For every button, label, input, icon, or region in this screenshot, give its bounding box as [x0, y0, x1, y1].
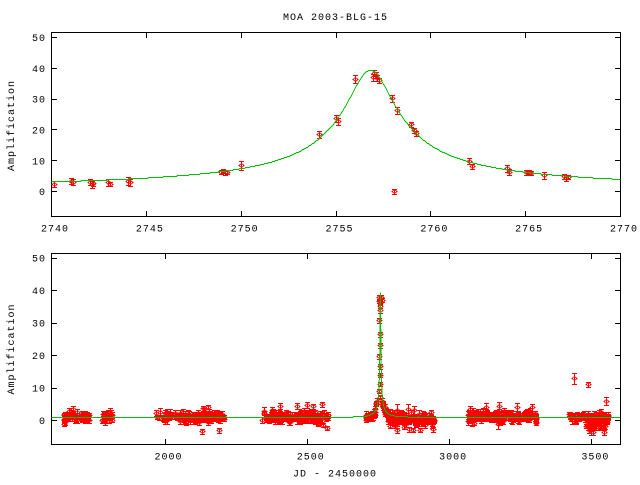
svg-text:2500: 2500	[297, 453, 325, 464]
svg-text:2745: 2745	[136, 225, 164, 236]
svg-text:2770: 2770	[610, 225, 638, 236]
svg-text:2750: 2750	[231, 225, 259, 236]
svg-text:Amplification: Amplification	[6, 80, 18, 171]
svg-text:0: 0	[39, 417, 46, 428]
svg-text:40: 40	[32, 65, 46, 76]
svg-text:0: 0	[39, 188, 46, 199]
svg-text:2765: 2765	[515, 225, 543, 236]
svg-text:20: 20	[32, 126, 46, 137]
svg-text:MOA 2003-BLG-15: MOA 2003-BLG-15	[283, 13, 388, 24]
svg-text:10: 10	[32, 157, 46, 168]
svg-text:30: 30	[32, 320, 46, 331]
svg-text:3500: 3500	[581, 453, 609, 464]
svg-text:20: 20	[32, 352, 46, 363]
svg-text:10: 10	[32, 385, 46, 396]
svg-text:40: 40	[32, 287, 46, 298]
svg-text:3000: 3000	[439, 453, 467, 464]
svg-text:50: 50	[32, 255, 46, 266]
svg-text:2740: 2740	[41, 225, 69, 236]
svg-text:Amplification: Amplification	[6, 303, 18, 394]
svg-text:30: 30	[32, 96, 46, 107]
svg-text:JD - 2450000: JD - 2450000	[293, 470, 377, 481]
svg-text:2000: 2000	[154, 453, 182, 464]
svg-text:2755: 2755	[325, 225, 353, 236]
svg-text:2760: 2760	[420, 225, 448, 236]
svg-text:50: 50	[32, 34, 46, 45]
